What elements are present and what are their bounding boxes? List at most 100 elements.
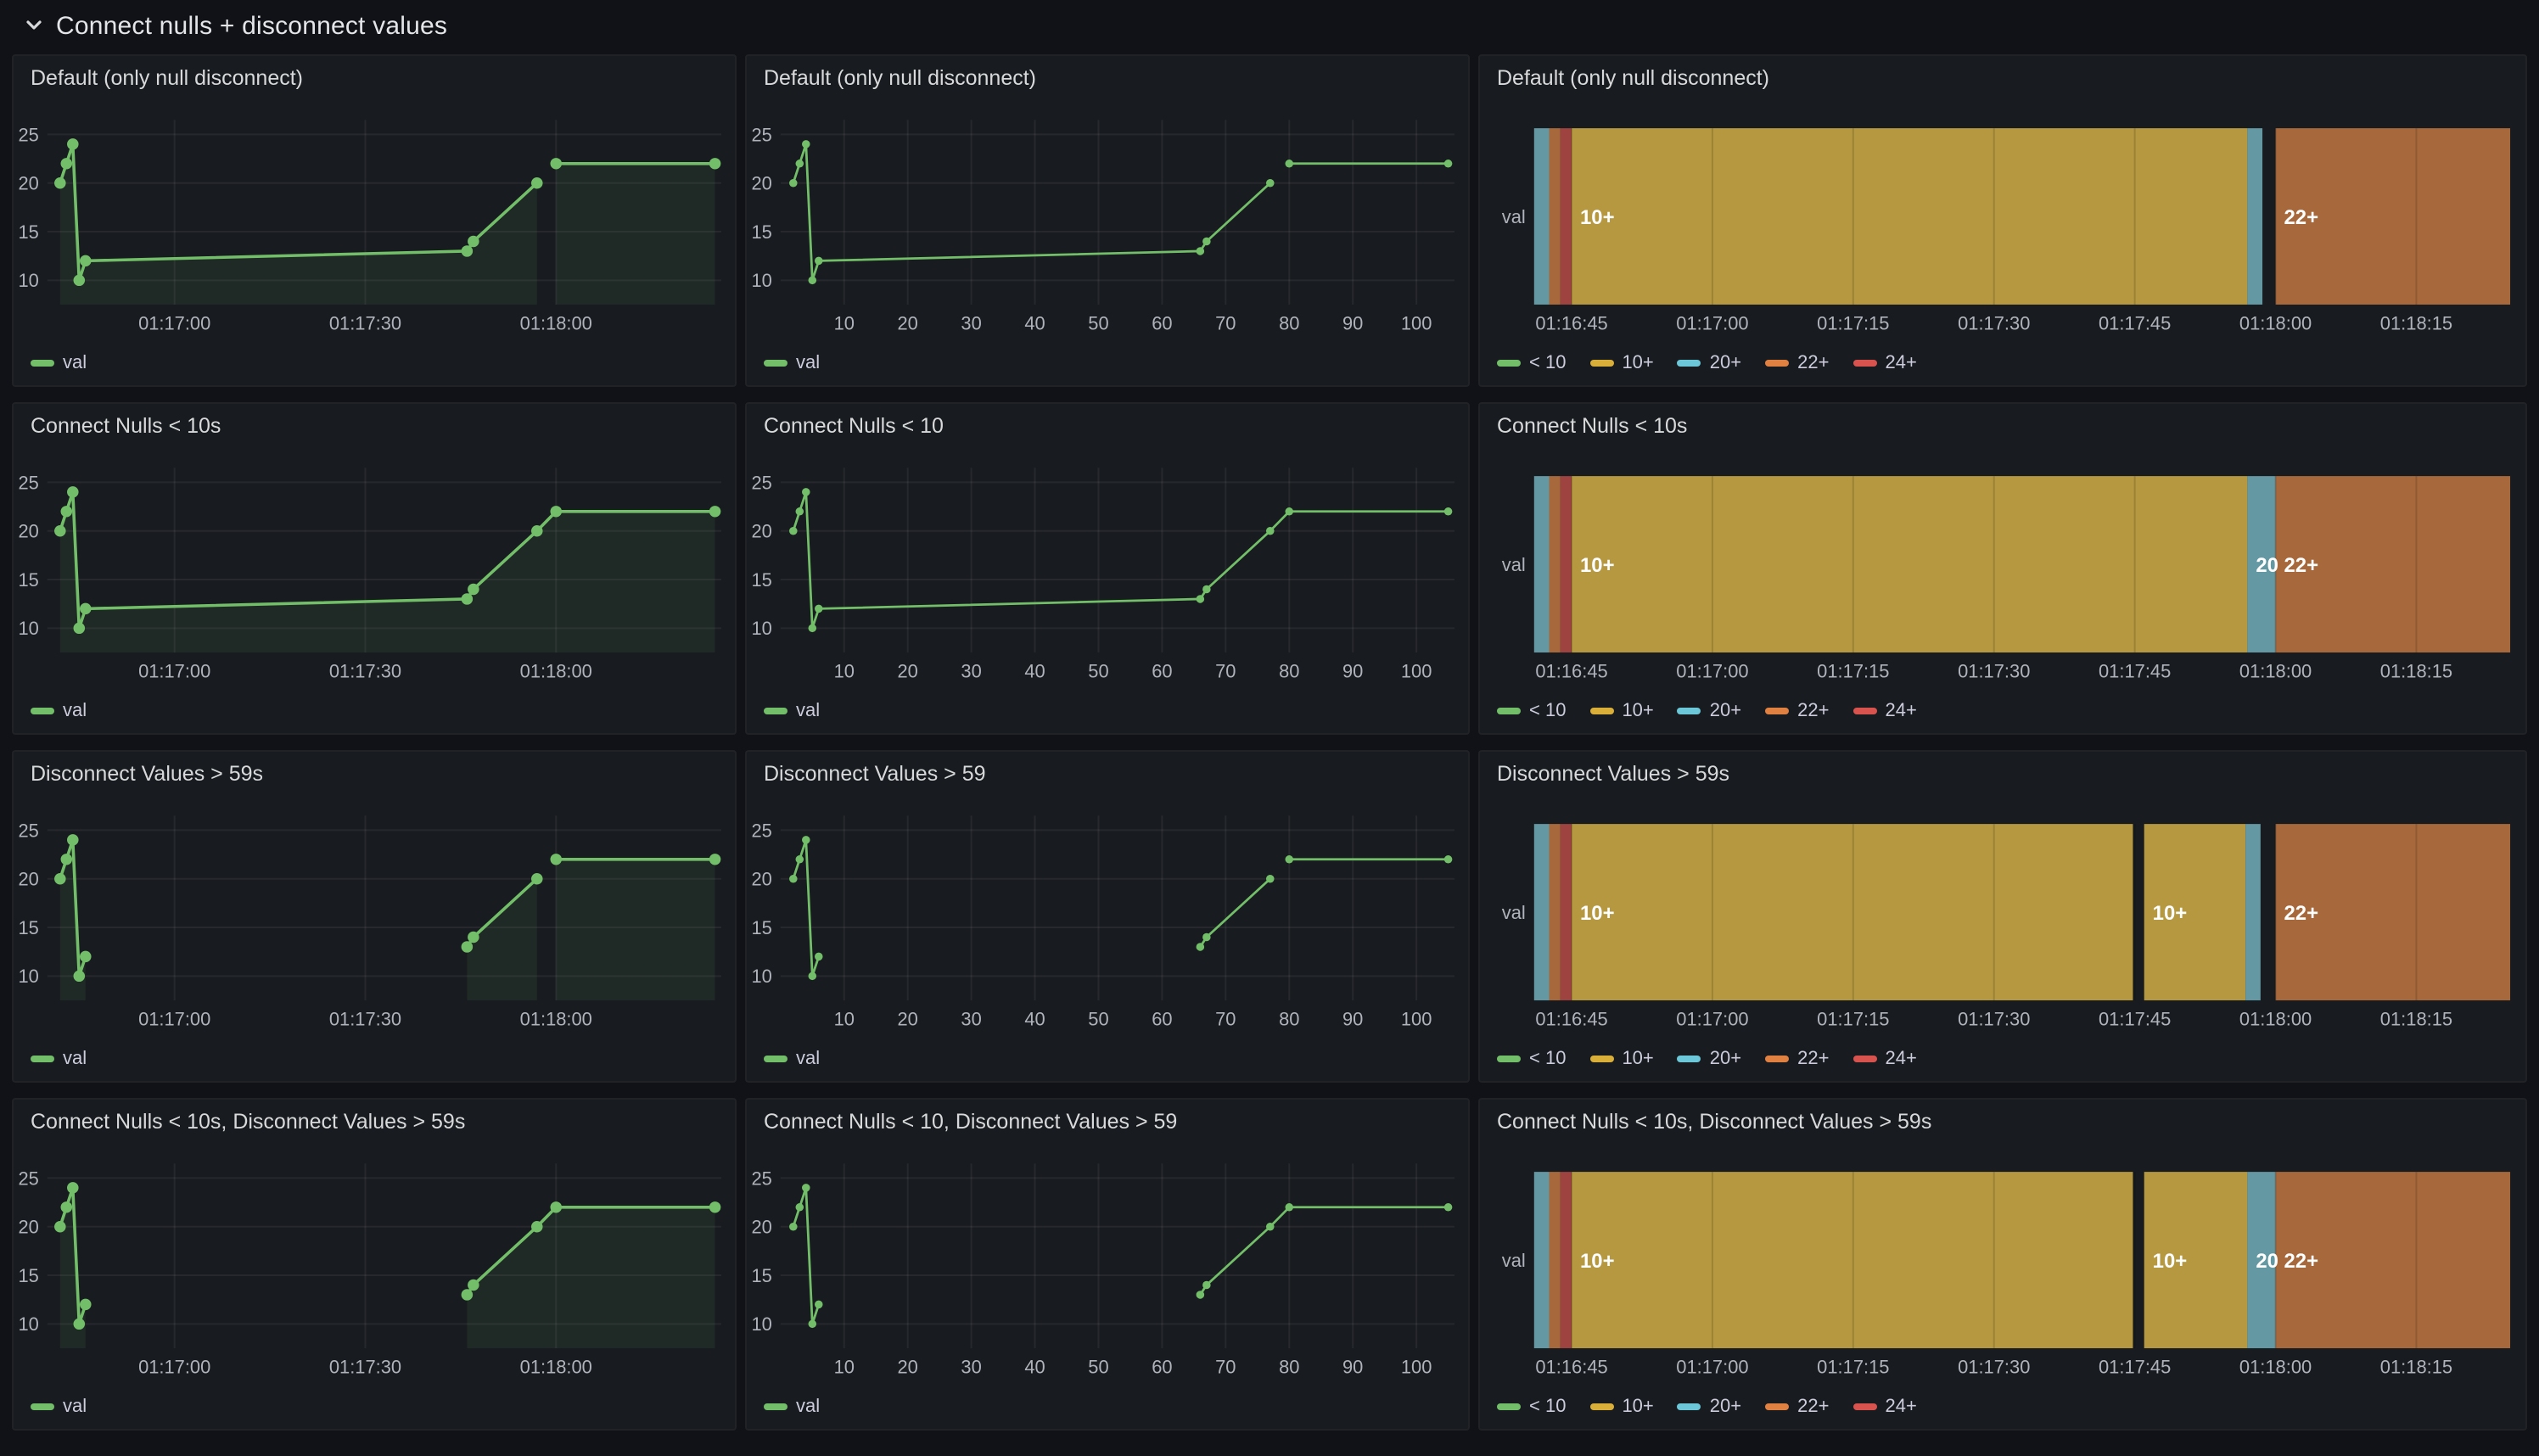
data-point[interactable] bbox=[789, 178, 798, 188]
data-point[interactable] bbox=[80, 255, 92, 267]
state-timeline-chart[interactable]: val 01:16:45 01:17:00 01:17:15 01:17:30 01:17… bbox=[1480, 56, 2525, 385]
row-title[interactable]: Connect nulls + disconnect values bbox=[56, 11, 448, 40]
data-point[interactable] bbox=[709, 1201, 721, 1213]
state-timeline-chart[interactable]: val 01:16:45 01:17:00 01:17:15 01:17:30 01:17… bbox=[1480, 404, 2525, 733]
panel-title[interactable]: Disconnect Values > 59s bbox=[1497, 762, 1729, 786]
legend-item-24+[interactable]: 24+ bbox=[1852, 701, 1917, 721]
data-point[interactable] bbox=[1285, 1203, 1294, 1212]
timeline-segment-20+[interactable] bbox=[2245, 824, 2261, 1000]
data-point[interactable] bbox=[54, 524, 66, 537]
data-point[interactable] bbox=[1196, 595, 1205, 603]
legend-item-22+[interactable]: 22+ bbox=[1765, 353, 1829, 373]
legend-item-val[interactable]: val bbox=[31, 353, 87, 373]
data-point[interactable] bbox=[802, 836, 810, 844]
legend-item-20+[interactable]: 20+ bbox=[1677, 701, 1741, 721]
legend-item-20+[interactable]: 20+ bbox=[1677, 353, 1741, 373]
timeline-segment-22+[interactable] bbox=[1549, 476, 1561, 652]
legend-item-20+[interactable]: 20+ bbox=[1677, 1397, 1741, 1417]
legend-item-<10[interactable]: < 10 bbox=[1497, 1049, 1566, 1069]
data-point[interactable] bbox=[461, 1289, 474, 1301]
timeline-segment-24+[interactable] bbox=[1560, 128, 1572, 305]
panel-title[interactable]: Default (only null disconnect) bbox=[764, 66, 1036, 90]
chevron-down-icon[interactable] bbox=[24, 15, 44, 36]
data-point[interactable] bbox=[80, 1298, 92, 1311]
panel-title[interactable]: Default (only null disconnect) bbox=[31, 66, 303, 90]
data-point[interactable] bbox=[67, 1182, 79, 1194]
data-point[interactable] bbox=[789, 526, 798, 535]
data-point[interactable] bbox=[1265, 1222, 1275, 1231]
legend-item-val[interactable]: val bbox=[31, 701, 87, 721]
legend-item-val[interactable]: val bbox=[31, 1049, 87, 1069]
legend-item-<10[interactable]: < 10 bbox=[1497, 701, 1566, 721]
legend-item-24+[interactable]: 24+ bbox=[1852, 353, 1917, 373]
data-point[interactable] bbox=[531, 1220, 543, 1233]
dashboard-row-header[interactable]: Connect nulls + disconnect values bbox=[0, 0, 2539, 51]
data-point[interactable] bbox=[1196, 943, 1205, 951]
timeline-segment-20+[interactable] bbox=[2247, 128, 2263, 305]
state-timeline-chart[interactable]: val 01:16:45 01:17:00 01:17:15 01:17:30 01:17… bbox=[1480, 752, 2525, 1081]
timeline-segment-24+[interactable] bbox=[1560, 1172, 1572, 1348]
timeline-segment-22+[interactable] bbox=[2275, 824, 2511, 1000]
legend-item-22+[interactable]: 22+ bbox=[1765, 1397, 1829, 1417]
legend-item-<10[interactable]: < 10 bbox=[1497, 1397, 1566, 1417]
data-point[interactable] bbox=[531, 524, 543, 537]
data-point[interactable] bbox=[789, 874, 798, 883]
data-point[interactable] bbox=[468, 1279, 479, 1291]
timeline-segment-22+[interactable] bbox=[2275, 476, 2511, 652]
data-point[interactable] bbox=[795, 160, 804, 168]
panel-title[interactable]: Default (only null disconnect) bbox=[1497, 66, 1769, 90]
timeline-segment-20+[interactable] bbox=[1533, 128, 1550, 305]
data-point[interactable] bbox=[709, 158, 721, 170]
legend-item-24+[interactable]: 24+ bbox=[1852, 1397, 1917, 1417]
state-timeline-chart[interactable]: val 01:16:45 01:17:00 01:17:15 01:17:30 01:17… bbox=[1480, 1100, 2525, 1429]
legend-item-22+[interactable]: 22+ bbox=[1765, 701, 1829, 721]
time-series-chart[interactable]: 10 15 20 25 01:17:00 01:17:30 01:18:00 bbox=[14, 56, 735, 385]
legend-item-10+[interactable]: 10+ bbox=[1589, 701, 1654, 721]
data-point[interactable] bbox=[67, 138, 79, 150]
timeline-segment-24+[interactable] bbox=[1560, 824, 1572, 1000]
data-point[interactable] bbox=[1443, 507, 1453, 516]
data-point[interactable] bbox=[60, 506, 73, 518]
data-point[interactable] bbox=[60, 854, 73, 865]
panel-title[interactable]: Connect Nulls < 10s bbox=[1497, 414, 1688, 438]
legend-item-24+[interactable]: 24+ bbox=[1852, 1049, 1917, 1069]
legend-item-10+[interactable]: 10+ bbox=[1589, 1049, 1654, 1069]
legend-item-22+[interactable]: 22+ bbox=[1765, 1049, 1829, 1069]
data-point[interactable] bbox=[1285, 160, 1294, 168]
data-point[interactable] bbox=[1202, 237, 1211, 246]
data-point[interactable] bbox=[789, 1222, 798, 1231]
data-point[interactable] bbox=[808, 1319, 817, 1329]
data-point[interactable] bbox=[1285, 855, 1294, 864]
xy-chart[interactable]: 10 15 20 25 10 20 30 40 50 60 70 80 90 100 bbox=[747, 752, 1468, 1081]
data-point[interactable] bbox=[802, 140, 810, 148]
data-point[interactable] bbox=[795, 855, 804, 864]
timeline-segment-22+[interactable] bbox=[2275, 128, 2511, 305]
panel-title[interactable]: Disconnect Values > 59s bbox=[31, 762, 263, 786]
data-point[interactable] bbox=[1196, 1291, 1205, 1299]
data-point[interactable] bbox=[1196, 247, 1205, 255]
data-point[interactable] bbox=[1265, 526, 1275, 535]
panel-title[interactable]: Connect Nulls < 10, Disconnect Values > … bbox=[764, 1110, 1178, 1134]
data-point[interactable] bbox=[808, 276, 817, 285]
timeline-segment-22+[interactable] bbox=[1549, 824, 1561, 1000]
data-point[interactable] bbox=[1443, 1203, 1453, 1212]
data-point[interactable] bbox=[1202, 1280, 1211, 1290]
data-point[interactable] bbox=[468, 931, 479, 944]
panel-title[interactable]: Connect Nulls < 10s bbox=[31, 414, 221, 438]
timeline-segment-20+[interactable] bbox=[1533, 476, 1550, 652]
time-series-chart[interactable]: 10 15 20 25 01:17:00 01:17:30 01:18:00 bbox=[14, 404, 735, 733]
data-point[interactable] bbox=[550, 158, 563, 170]
legend-item-<10[interactable]: < 10 bbox=[1497, 353, 1566, 373]
legend-item-val[interactable]: val bbox=[31, 1397, 87, 1417]
time-series-chart[interactable]: 10 15 20 25 01:17:00 01:17:30 01:18:00 bbox=[14, 752, 735, 1081]
data-point[interactable] bbox=[73, 1318, 86, 1330]
panel-title[interactable]: Connect Nulls < 10s, Disconnect Values >… bbox=[31, 1110, 466, 1134]
data-point[interactable] bbox=[550, 506, 563, 518]
timeline-segment-24+[interactable] bbox=[1560, 476, 1572, 652]
data-point[interactable] bbox=[814, 604, 823, 613]
data-point[interactable] bbox=[468, 583, 479, 596]
panel-title[interactable]: Disconnect Values > 59 bbox=[764, 762, 986, 786]
data-point[interactable] bbox=[73, 970, 86, 983]
data-point[interactable] bbox=[814, 952, 823, 961]
xy-chart[interactable]: 10 15 20 25 10 20 30 40 50 60 70 80 90 100 bbox=[747, 404, 1468, 733]
